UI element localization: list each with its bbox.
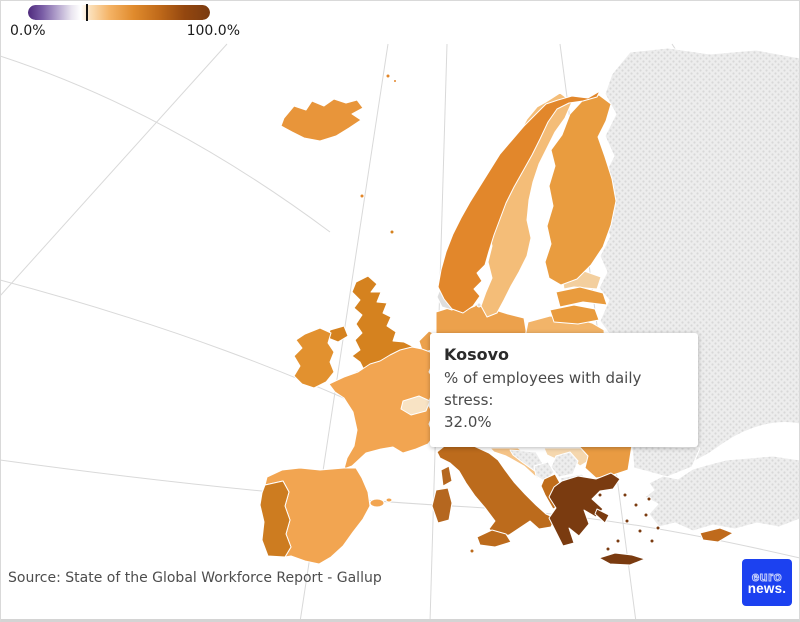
- country-shetland[interactable]: [389, 229, 395, 235]
- legend-value-marker: [86, 4, 89, 21]
- country-balearic-islands[interactable]: [369, 498, 385, 508]
- greek-islands[interactable]: [597, 492, 661, 552]
- country-greece[interactable]: [548, 472, 621, 547]
- color-scale-legend: 0.0% 100.0%: [8, 3, 248, 43]
- country-sicily[interactable]: [476, 529, 512, 548]
- tooltip-value: 32.0%: [444, 412, 492, 431]
- country-denmark-bornholm[interactable]: [476, 302, 482, 308]
- legend-max-label: 100.0%: [186, 23, 240, 39]
- source-attribution: Source: State of the Global Workforce Re…: [8, 570, 382, 586]
- country-faroe-islands[interactable]: [359, 193, 365, 199]
- country-lithuania[interactable]: [549, 304, 600, 325]
- country-svalbard[interactable]: [393, 79, 397, 83]
- euronews-logo-line1: euro: [751, 568, 783, 584]
- country-switzerland[interactable]: [400, 395, 431, 416]
- country-greece-crete[interactable]: [598, 552, 646, 566]
- country-portugal[interactable]: [259, 480, 292, 558]
- country-kosovo-highlighted[interactable]: [550, 451, 579, 478]
- legend-min-label: 0.0%: [10, 23, 46, 39]
- euronews-logo-line2: news.: [747, 580, 787, 596]
- country-malta[interactable]: [469, 548, 475, 554]
- euronews-logo[interactable]: euro news.: [742, 559, 792, 606]
- country-cyprus[interactable]: [699, 527, 734, 543]
- tooltip-metric-label: % of employees with daily stress:: [444, 369, 642, 409]
- country-balearic-islands[interactable]: [385, 497, 393, 503]
- country-svalbard[interactable]: [385, 73, 391, 79]
- country-turkey[interactable]: [644, 455, 800, 532]
- country-iceland[interactable]: [280, 98, 364, 142]
- country-norway[interactable]: [437, 90, 601, 314]
- country-sardinia[interactable]: [431, 487, 453, 524]
- map-tooltip: Kosovo % of employees with daily stress:…: [430, 333, 698, 447]
- country-italy[interactable]: [436, 440, 556, 537]
- country-france[interactable]: [328, 346, 438, 470]
- legend-gradient-bar: [28, 4, 210, 21]
- country-latvia[interactable]: [555, 286, 608, 308]
- tooltip-country-name: Kosovo: [444, 345, 510, 364]
- country-ireland[interactable]: [293, 327, 335, 389]
- country-greece-euboea[interactable]: [594, 508, 610, 524]
- country-finland[interactable]: [544, 94, 617, 286]
- country-corsica[interactable]: [440, 465, 453, 487]
